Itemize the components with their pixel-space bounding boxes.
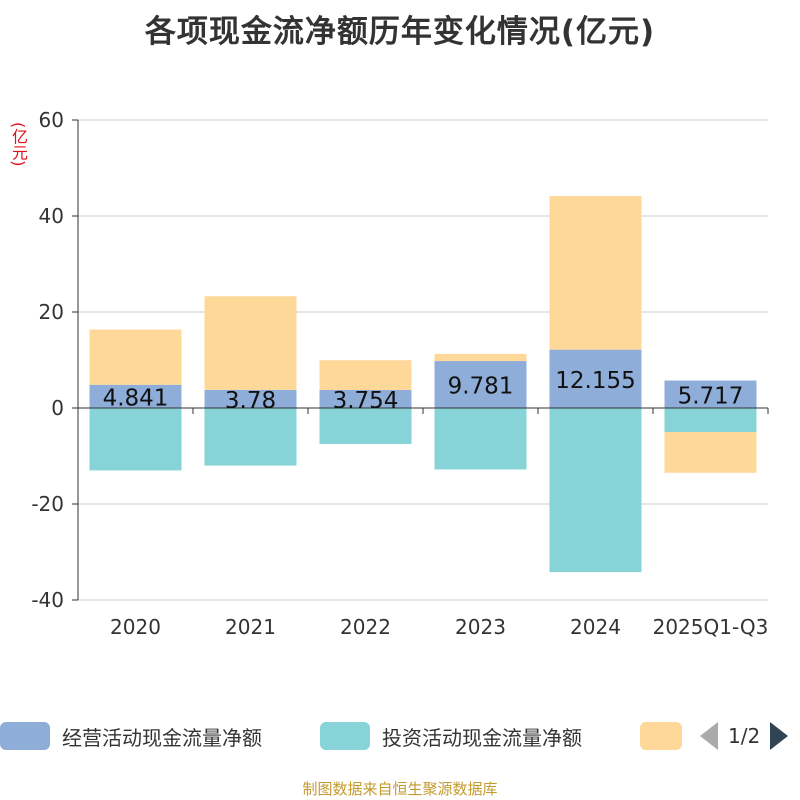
x-tick-label: 2023 (455, 615, 506, 639)
bar-investing (549, 408, 642, 573)
legend-swatch-operating (0, 722, 50, 750)
bar-investing (319, 408, 412, 444)
chart-title: 各项现金流净额历年变化情况(亿元) (144, 14, 656, 50)
y-tick-label: 0 (51, 396, 64, 420)
bar-financing (434, 353, 527, 362)
legend-item-operating[interactable]: 经营活动现金流量净额 (0, 716, 262, 756)
legend-page-indicator: 1/2 (728, 724, 761, 748)
bar-operating (549, 349, 642, 408)
bar-financing (204, 296, 297, 390)
data-label: 3.754 (333, 388, 399, 414)
bar-operating (204, 389, 297, 408)
bar-investing (664, 408, 757, 432)
data-label: 9.781 (448, 374, 514, 400)
y-tick-label: -20 (31, 492, 64, 516)
bar-operating (319, 389, 412, 408)
y-axis-unit: (亿元) (9, 122, 28, 167)
legend-prev-icon[interactable] (700, 722, 718, 750)
data-label: 5.717 (678, 383, 744, 409)
legend-swatch-investing (320, 722, 370, 750)
bar-investing (204, 408, 297, 466)
legend-label-investing: 投资活动现金流量净额 (382, 725, 582, 750)
bar-financing (89, 329, 182, 385)
bar-financing (319, 360, 412, 390)
bar-operating (664, 380, 757, 408)
cashflow-chart: -40 -20 0 20 40 60 2020 2021 2022 2023 2024 2025Q1-… (31, 108, 769, 639)
x-tick-label: 2024 (570, 615, 621, 639)
data-label: 3.78 (225, 388, 276, 414)
y-tick-label: 20 (39, 300, 64, 324)
bar-operating (89, 384, 182, 408)
bar-investing (89, 408, 182, 471)
y-tick-label: 40 (39, 204, 64, 228)
bar-operating (434, 361, 527, 408)
y-tick-label: 60 (39, 108, 64, 132)
legend-item-financing[interactable] (640, 716, 682, 756)
bar-financing (664, 432, 757, 473)
bar-financing (549, 196, 642, 350)
y-tick-label: -40 (31, 588, 64, 612)
legend-next-icon[interactable] (770, 722, 789, 750)
bar-investing (434, 408, 527, 470)
legend-pager: 1/2 (700, 716, 789, 756)
x-tick-label: 2025Q1-Q3 (653, 615, 769, 639)
legend-swatch-financing (640, 722, 682, 750)
data-label: 4.841 (103, 385, 169, 411)
legend-item-investing[interactable]: 投资活动现金流量净额 (320, 716, 582, 756)
data-label: 12.155 (555, 368, 635, 394)
data-source-footer: 制图数据来自恒生聚源数据库 (302, 780, 498, 798)
x-tick-label: 2021 (225, 615, 276, 639)
x-tick-label: 2022 (340, 615, 391, 639)
x-tick-label: 2020 (110, 615, 161, 639)
legend-label-operating: 经营活动现金流量净额 (62, 725, 262, 750)
legend: 经营活动现金流量净额 投资活动现金流量净额 1/2 (0, 716, 800, 756)
